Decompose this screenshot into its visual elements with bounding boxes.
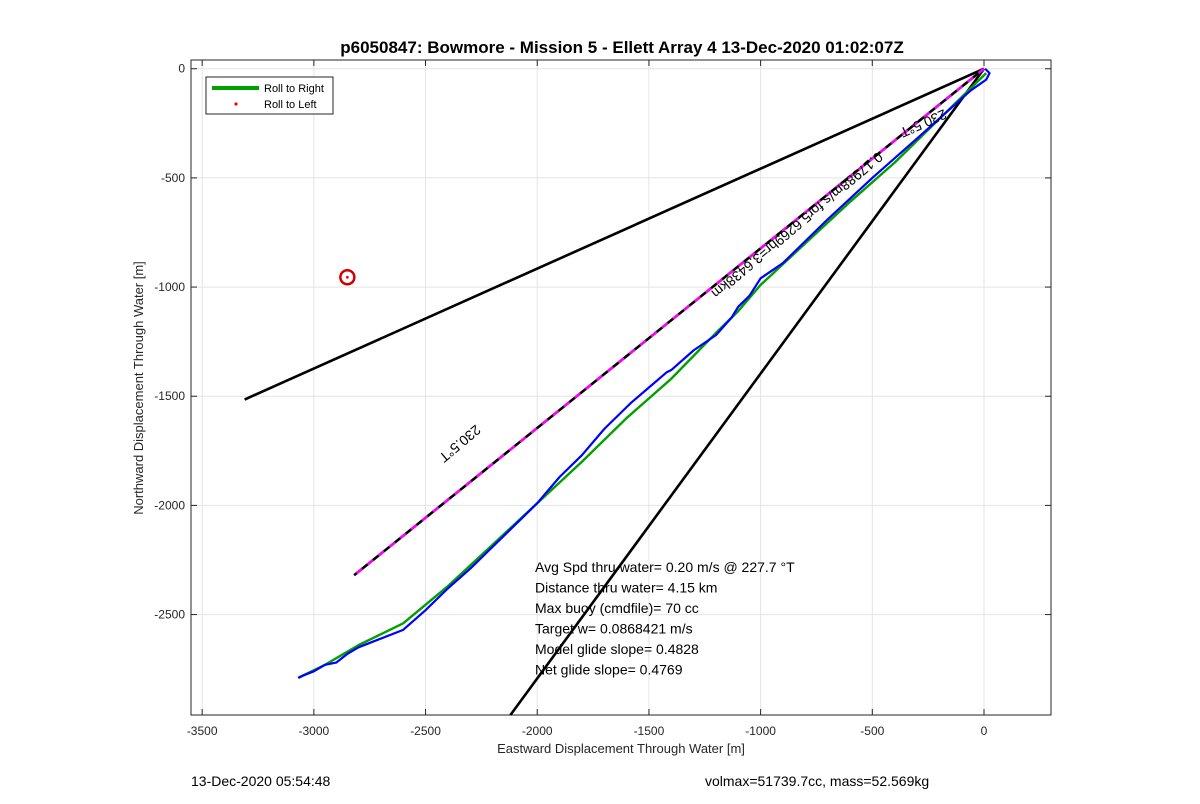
y-tick-label: 0 [178,62,185,76]
roll-left-point [345,275,349,279]
annotation-line: Model glide slope= 0.4828 [535,641,699,657]
footer-timestamp: 13-Dec-2020 05:54:48 [191,773,331,789]
x-axis-label: Eastward Displacement Through Water [m] [497,741,745,756]
x-tick-label: -1500 [634,724,665,738]
x-tick-label: -3000 [299,724,330,738]
annotation-line: Target w= 0.0868421 m/s [535,621,693,637]
stats-annotation: Avg Spd thru water= 0.20 m/s @ 227.7 °T D… [535,559,795,678]
roll-right-line [297,72,988,679]
track-line [297,67,991,679]
legend-label-roll-left: Roll to Left [264,99,317,111]
x-tick-label: -2000 [522,724,553,738]
axis-ticks: -3500 -3000 -2500 -2000 -1500 -1000 -500 0 0 -500… [154,60,1051,738]
reference-line-dashes [353,67,985,577]
y-tick-label: -1000 [154,280,185,294]
annotation-line: Distance thru water= 4.15 km [535,580,717,596]
footer-glider-params: volmax=51739.7cc, mass=52.569kg [705,773,930,789]
y-tick-label: -2500 [154,608,185,622]
y-tick-label: -500 [161,171,185,185]
reference-line [509,67,986,716]
legend-box [205,76,334,115]
annotation-line: Net glide slope= 0.4769 [535,662,683,678]
line-label: 230.5°T [436,422,484,466]
y-axis-label: Northward Displacement Through Water [m] [131,261,146,515]
x-tick-label: -1000 [745,724,776,738]
line-label: 0.17988m/s for5.6269hr=3.6438km [709,149,887,302]
plot-lines [244,67,991,716]
legend-swatch-roll-left [234,102,238,106]
annotation-line: Avg Spd thru water= 0.20 m/s @ 227.7 °T [535,559,795,575]
legend-label-roll-right: Roll to Right [264,83,324,95]
x-tick-label: 0 [981,724,988,738]
reference-line [244,67,985,401]
chart-title: p6050847: Bowmore - Mission 5 - Ellett A… [340,38,903,57]
x-tick-label: -500 [860,724,884,738]
x-tick-label: -2500 [410,724,441,738]
roll-left-marker [339,268,356,286]
grid [191,60,1051,715]
plot-area [190,59,1052,716]
legend: Roll to Right Roll to Left [205,76,334,115]
y-tick-label: -2000 [154,498,185,512]
y-tick-label: -1500 [154,389,185,403]
annotation-line: Max buoy (cmdfile)= 70 cc [535,600,699,616]
x-tick-label: -3500 [187,724,218,738]
